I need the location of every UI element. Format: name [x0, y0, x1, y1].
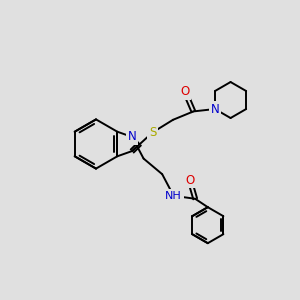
Text: O: O [185, 174, 194, 187]
Text: N: N [128, 130, 136, 143]
Text: N: N [211, 103, 219, 116]
Text: NH: NH [165, 191, 182, 201]
Text: S: S [149, 126, 156, 139]
Text: O: O [180, 85, 190, 98]
